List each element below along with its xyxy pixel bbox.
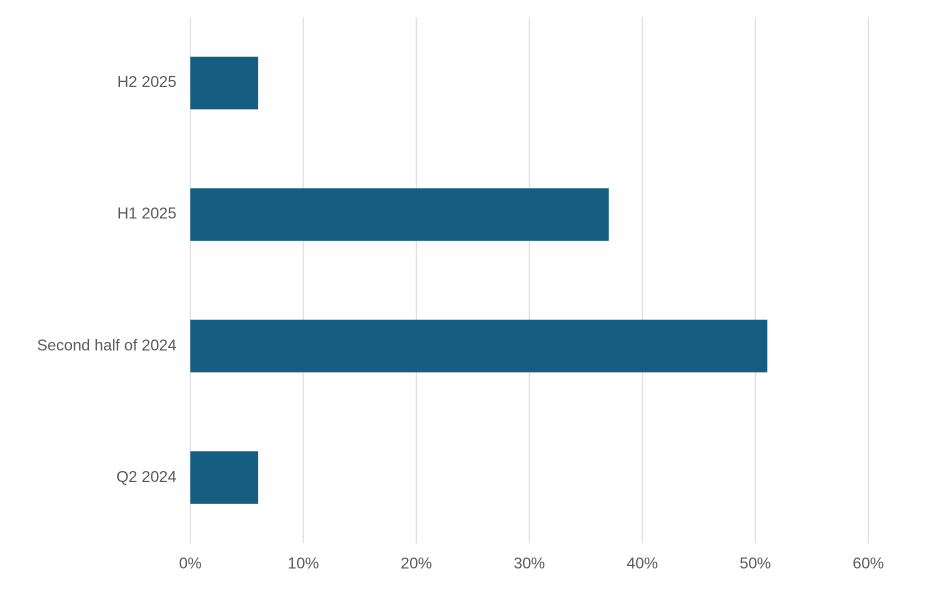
svg-text:H1 2025: H1 2025	[117, 206, 177, 223]
svg-text:0%: 0%	[179, 556, 202, 573]
svg-text:Second half of 2024: Second half of 2024	[37, 338, 177, 355]
svg-text:40%: 40%	[627, 556, 658, 573]
svg-text:50%: 50%	[740, 556, 771, 573]
svg-text:30%: 30%	[514, 556, 545, 573]
svg-text:H2 2025: H2 2025	[117, 74, 177, 91]
svg-text:60%: 60%	[853, 556, 884, 573]
svg-text:20%: 20%	[401, 556, 432, 573]
svg-text:10%: 10%	[288, 556, 319, 573]
svg-text:Q2 2024: Q2 2024	[116, 469, 176, 486]
